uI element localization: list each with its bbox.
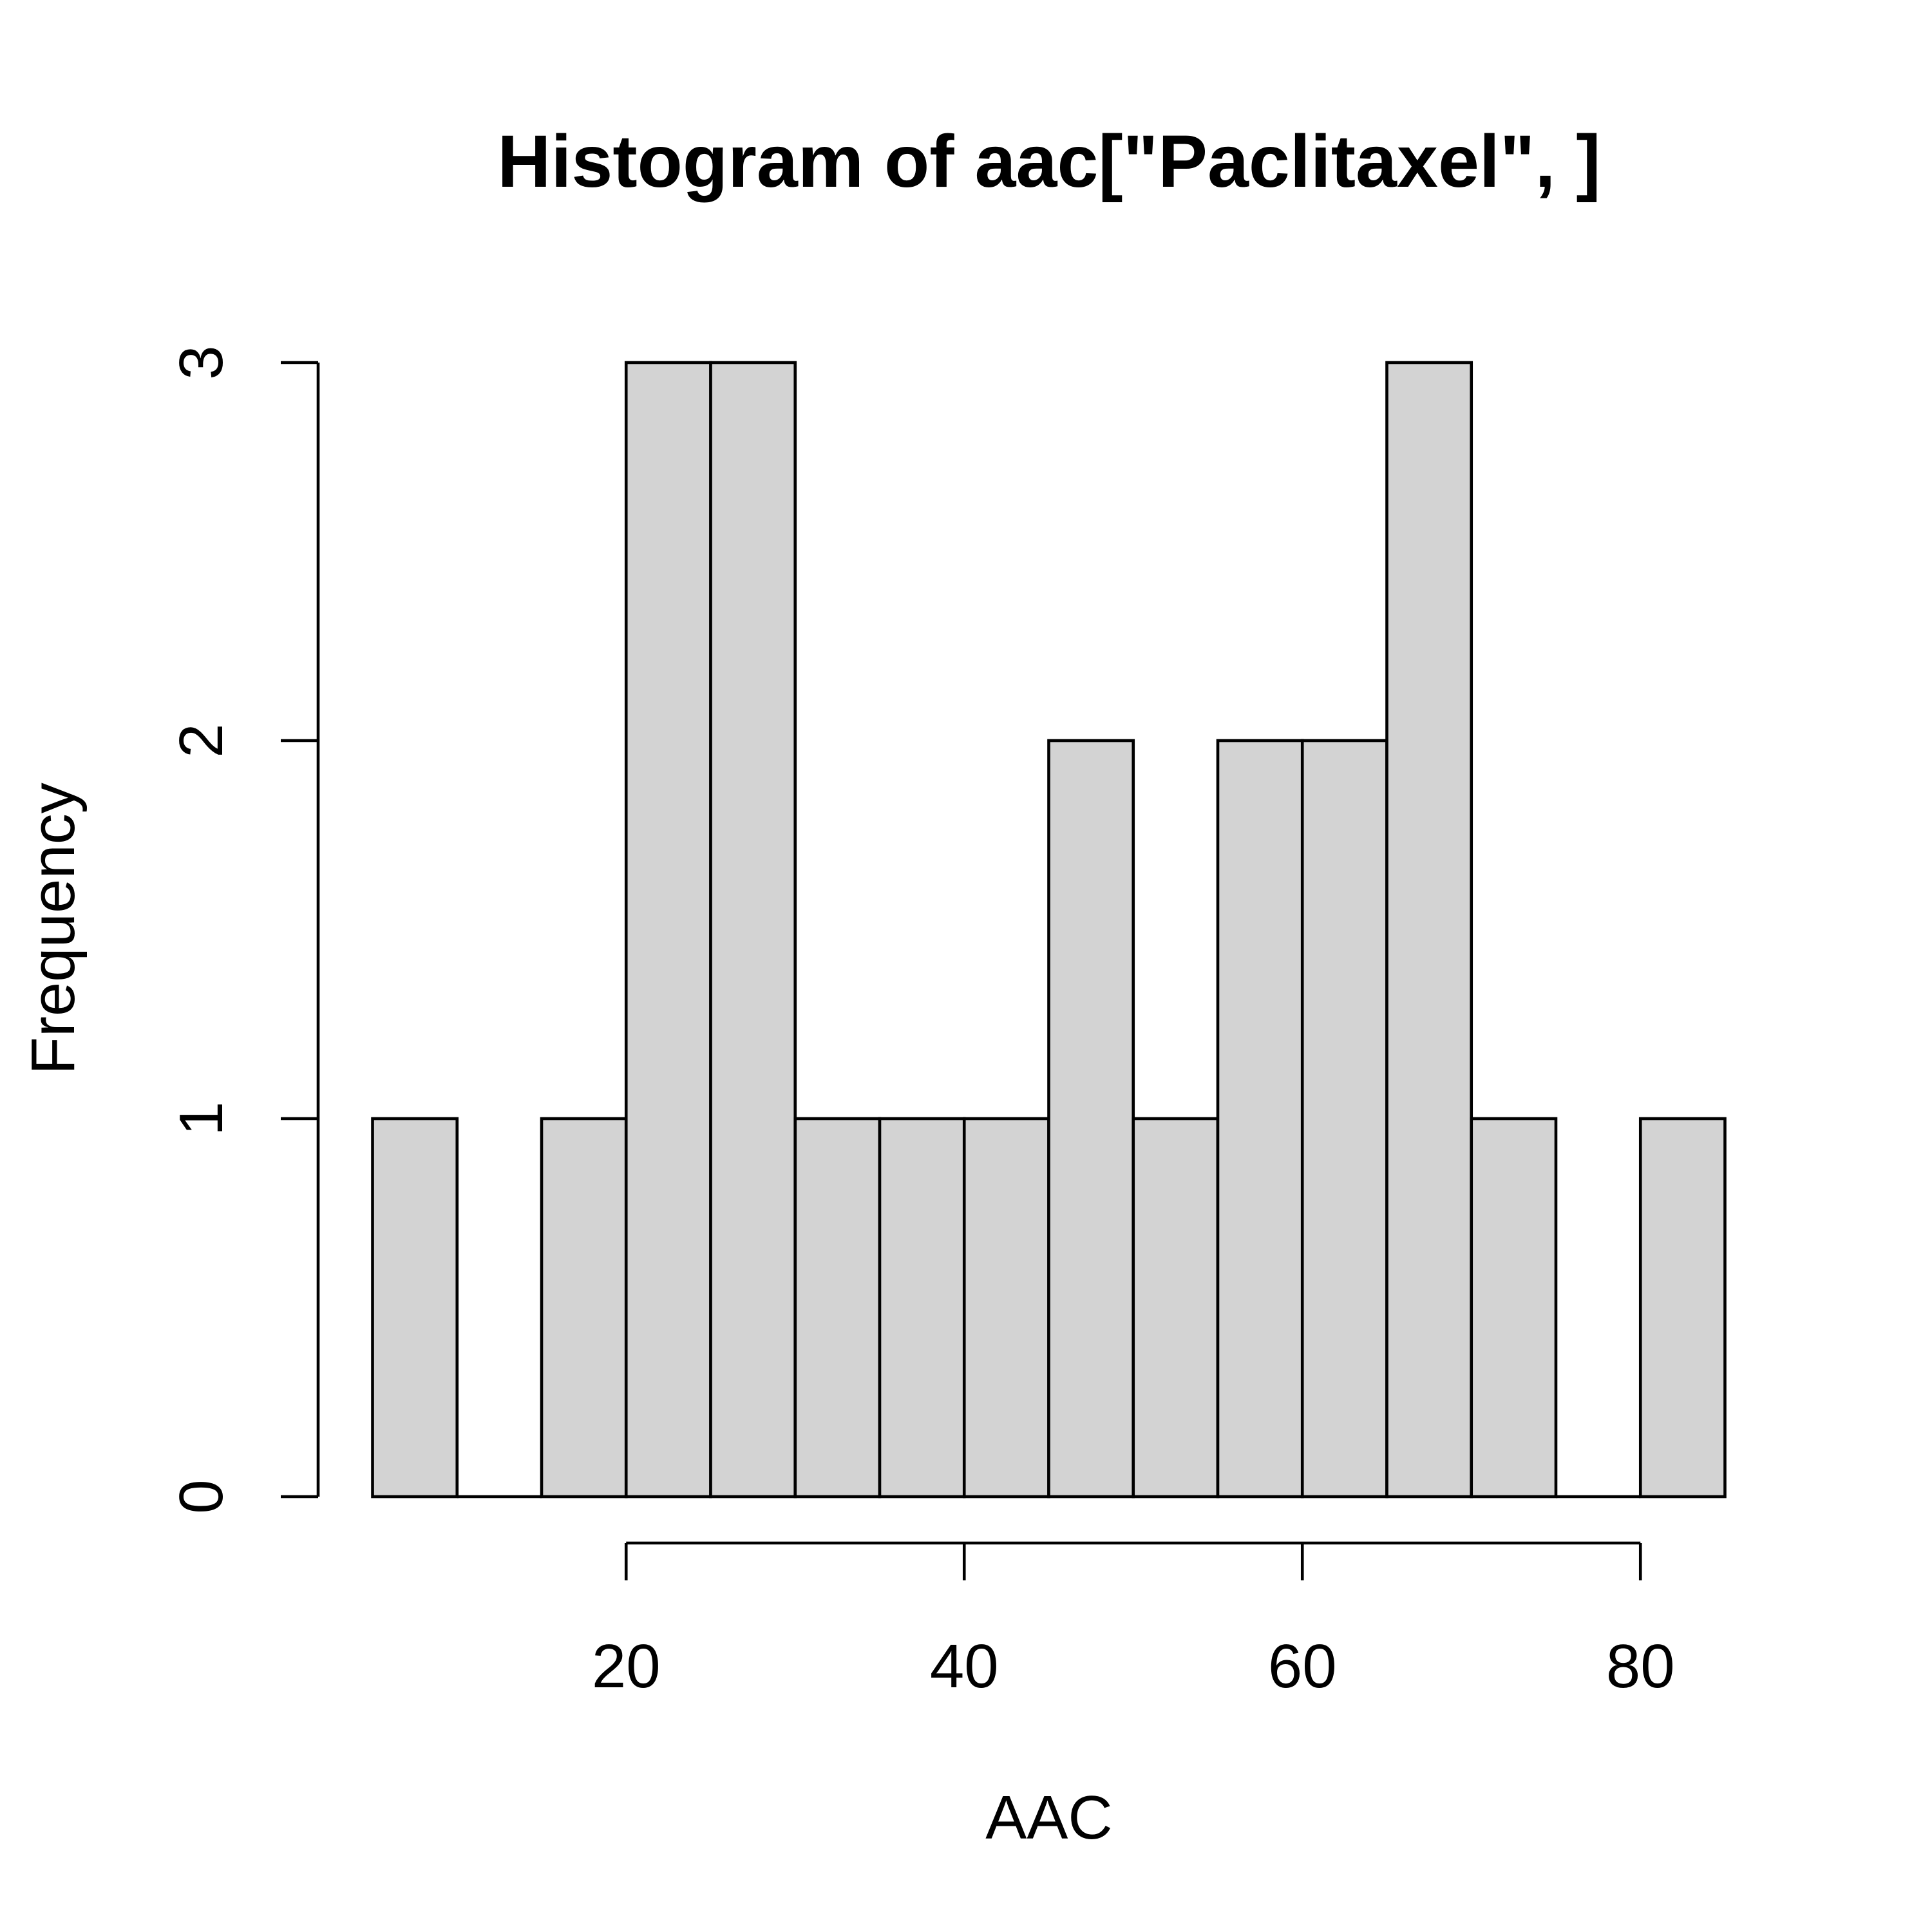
histogram-bar [1047,739,1135,1499]
y-tick-label: 3 [167,345,236,379]
x-tick-label: 60 [1268,1632,1337,1701]
histogram-bar [1132,1117,1220,1499]
histogram-bar [1300,739,1388,1499]
histogram-bar [624,361,712,1499]
histogram-bar [962,1117,1050,1499]
y-axis: 0 1 2 3 [167,345,320,1514]
x-tick-label: 40 [930,1632,999,1701]
y-tick-label: 0 [167,1479,236,1513]
y-axis-label: Frequency [19,782,88,1075]
histogram-bar [793,1117,882,1499]
histogram-bar [1216,739,1304,1499]
bars-group [371,361,1727,1499]
x-tick-label: 80 [1606,1632,1675,1701]
histogram-bar [1470,1117,1558,1499]
y-tick-label: 2 [167,723,236,757]
histogram-bar [1385,361,1473,1499]
x-tick-label: 20 [592,1632,661,1701]
histogram-bar [371,1117,459,1499]
histogram-bar [540,1117,628,1499]
y-tick-label: 1 [167,1101,236,1135]
histogram-bar [1638,1117,1727,1499]
x-axis-label: AAC [985,1783,1112,1852]
chart-title: Histogram of aac["Paclitaxel", ] [497,120,1600,203]
x-axis: 20 40 60 80 [592,1541,1675,1701]
histogram-bar [709,361,797,1499]
histogram-bar [878,1117,966,1499]
